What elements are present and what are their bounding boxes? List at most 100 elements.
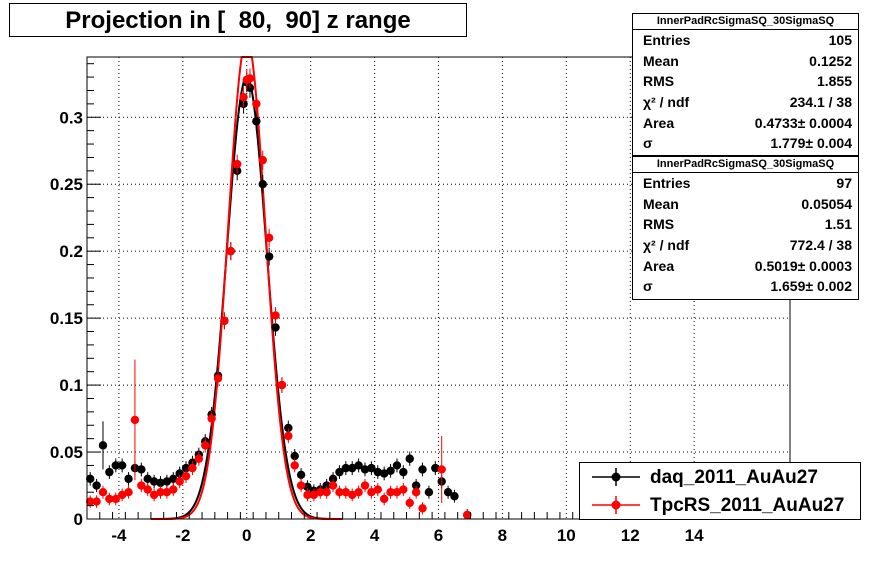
data-point bbox=[379, 492, 389, 506]
data-point bbox=[105, 465, 114, 479]
data-point bbox=[367, 461, 376, 476]
y-tick-label: 0.15 bbox=[50, 309, 83, 328]
data-point bbox=[373, 482, 382, 497]
data-point bbox=[98, 421, 108, 470]
data-point bbox=[143, 482, 152, 497]
data-point bbox=[405, 451, 414, 466]
data-point bbox=[201, 438, 210, 453]
data-point bbox=[328, 478, 338, 493]
data-point bbox=[373, 465, 382, 479]
y-tick-label: 0.2 bbox=[59, 242, 83, 261]
data-point bbox=[137, 478, 146, 493]
data-point bbox=[392, 458, 402, 473]
data-points bbox=[85, 68, 472, 520]
data-point bbox=[335, 465, 344, 479]
data-point bbox=[175, 466, 184, 481]
data-point bbox=[379, 466, 389, 481]
data-point bbox=[348, 488, 357, 502]
data-point bbox=[169, 472, 178, 486]
data-point bbox=[392, 485, 402, 499]
fit-curve-0 bbox=[150, 76, 343, 520]
x-tick-label: 2 bbox=[306, 526, 315, 545]
data-point bbox=[169, 482, 178, 497]
data-point bbox=[124, 472, 133, 486]
data-point bbox=[207, 411, 216, 427]
legend-label-daq: daq_2011_AuAu27 bbox=[650, 467, 818, 488]
data-point bbox=[149, 488, 159, 502]
data-point bbox=[117, 458, 127, 473]
data-point bbox=[175, 474, 184, 489]
data-point bbox=[137, 462, 146, 477]
x-tick-label: 10 bbox=[557, 526, 576, 545]
data-point bbox=[399, 482, 408, 497]
title-box: Projection in [ 80, 90] z range bbox=[9, 3, 467, 37]
data-point bbox=[181, 469, 191, 483]
stats-row-entries: Entries 105 bbox=[643, 32, 852, 48]
stats-row-mean: Mean 0.05054 bbox=[643, 195, 852, 212]
data-point bbox=[348, 461, 357, 476]
data-point bbox=[252, 94, 261, 114]
x-tick-label: 8 bbox=[498, 526, 507, 545]
stats-row-chi2: χ² / ndf 234.1 / 38 bbox=[643, 94, 852, 111]
stats-box-tpcrs: InnerPadRcSigmaSQ_30SigmaSQ Entries 97 Me… bbox=[632, 156, 859, 300]
legend: daq_2011_AuAu27 TpcRS_2011_AuAu27 bbox=[579, 462, 861, 520]
data-point bbox=[463, 509, 472, 520]
data-point bbox=[98, 485, 108, 499]
chart-title: Projection in [ 80, 90] z range bbox=[65, 7, 411, 34]
x-tick-label: 0 bbox=[242, 526, 251, 545]
legend-label-tpcrs: TpcRS_2011_AuAu27 bbox=[650, 495, 845, 516]
legend-entry-tpcrs: TpcRS_2011_AuAu27 bbox=[580, 492, 860, 520]
stats-row-rms: RMS 1.855 bbox=[643, 73, 852, 90]
y-tick-label: 0.25 bbox=[50, 175, 83, 194]
data-point bbox=[360, 462, 370, 477]
legend-marker-daq bbox=[592, 468, 640, 486]
data-point bbox=[226, 242, 235, 261]
data-point bbox=[188, 461, 197, 476]
stats-box-title: InnerPadRcSigmaSQ_30SigmaSQ bbox=[633, 14, 858, 30]
data-point bbox=[386, 463, 395, 478]
data-point bbox=[354, 485, 363, 499]
data-point bbox=[386, 485, 395, 499]
data-point bbox=[232, 154, 242, 174]
data-point bbox=[258, 174, 267, 194]
data-point bbox=[220, 312, 229, 330]
x-tick-label: 6 bbox=[434, 526, 443, 545]
x-tick-label: 14 bbox=[685, 526, 704, 545]
data-point bbox=[367, 485, 376, 499]
legend-entry-daq: daq_2011_AuAu27 bbox=[580, 464, 860, 492]
y-tick-label: 0.3 bbox=[59, 108, 83, 127]
data-point bbox=[111, 492, 120, 506]
data-point bbox=[194, 451, 204, 466]
data-point bbox=[258, 150, 267, 170]
y-tick-label: 0 bbox=[74, 510, 83, 529]
data-point bbox=[130, 359, 140, 481]
data-point bbox=[354, 458, 363, 473]
data-point bbox=[271, 306, 280, 324]
data-point bbox=[341, 485, 351, 499]
data-point bbox=[105, 492, 114, 506]
data-point bbox=[252, 111, 261, 132]
data-point bbox=[111, 458, 120, 473]
data-point bbox=[437, 435, 446, 503]
data-point bbox=[264, 228, 274, 247]
data-point bbox=[411, 485, 421, 499]
stats-row-area: Area 0.4733± 0.0004 bbox=[643, 114, 852, 131]
data-point bbox=[443, 485, 453, 499]
data-point bbox=[162, 485, 172, 499]
data-point bbox=[296, 478, 306, 493]
stats-box-daq: InnerPadRcSigmaSQ_30SigmaSQ Entries 105 M… bbox=[632, 13, 859, 156]
x-tick-label: -4 bbox=[111, 526, 127, 545]
legend-marker-tpcrs bbox=[592, 496, 640, 514]
data-point bbox=[322, 485, 331, 499]
data-point bbox=[424, 485, 434, 499]
stats-row-rms: RMS 1.51 bbox=[643, 216, 852, 233]
stats-row-sigma: σ 1.659± 0.002 bbox=[643, 278, 852, 295]
stats-row-mean: Mean 0.1252 bbox=[643, 52, 852, 69]
data-point bbox=[117, 488, 127, 502]
data-point bbox=[124, 485, 133, 499]
data-point bbox=[149, 474, 159, 489]
data-point bbox=[92, 478, 101, 493]
data-point bbox=[399, 465, 408, 479]
stats-row-entries: Entries 97 bbox=[643, 175, 852, 191]
